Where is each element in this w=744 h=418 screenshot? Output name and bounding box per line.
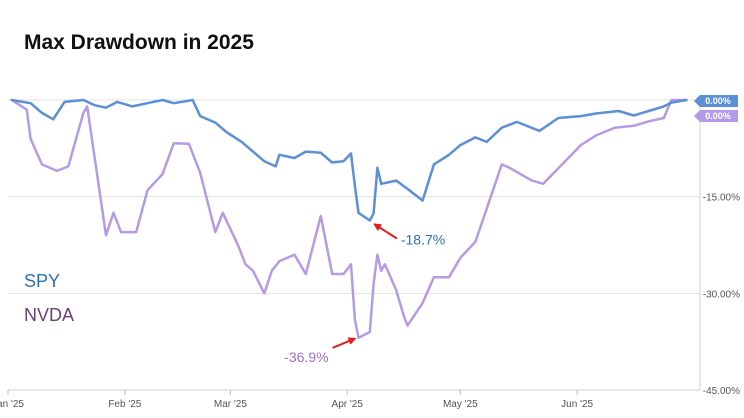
chart-title: Max Drawdown in 2025 <box>24 31 254 54</box>
x-axis: Jan '25 Feb '25 Mar '25 Apr '25 May '25 Jun '… <box>0 389 700 410</box>
value-badge-spy <box>694 95 738 107</box>
series-layer <box>10 98 688 340</box>
x-tick-label: Jan '25 <box>0 399 24 410</box>
y-tick-label: -45.00% <box>703 386 740 397</box>
x-tick-label: Apr '25 <box>332 399 364 410</box>
annotation-layer: -18.7% -36.9% <box>284 223 445 365</box>
annotation-arrow-spy <box>373 223 398 240</box>
annotation-label-nvda: -36.9% <box>284 349 328 365</box>
legend-label-spy: SPY <box>24 271 60 291</box>
x-tick-label: Mar '25 <box>214 399 247 410</box>
x-tick-label: Feb '25 <box>108 399 141 410</box>
annotation-label-spy: -18.7% <box>401 232 445 248</box>
series-line-spy <box>10 98 688 222</box>
value-badge-nvda <box>694 110 738 122</box>
legend-label-nvda: NVDA <box>24 305 74 325</box>
value-badge-label: 0.00% <box>705 96 731 106</box>
series-line-nvda <box>10 98 688 340</box>
x-tick-label: Jun '25 <box>561 399 593 410</box>
y-tick-label: -15.00% <box>703 193 740 204</box>
y-tick-label: -30.00% <box>703 289 740 300</box>
x-tick-label: May '25 <box>443 399 478 410</box>
badge-layer: 0.00% 0.00% <box>694 95 738 122</box>
annotation-arrow-nvda <box>332 337 357 349</box>
value-badge-label: 0.00% <box>705 111 731 121</box>
